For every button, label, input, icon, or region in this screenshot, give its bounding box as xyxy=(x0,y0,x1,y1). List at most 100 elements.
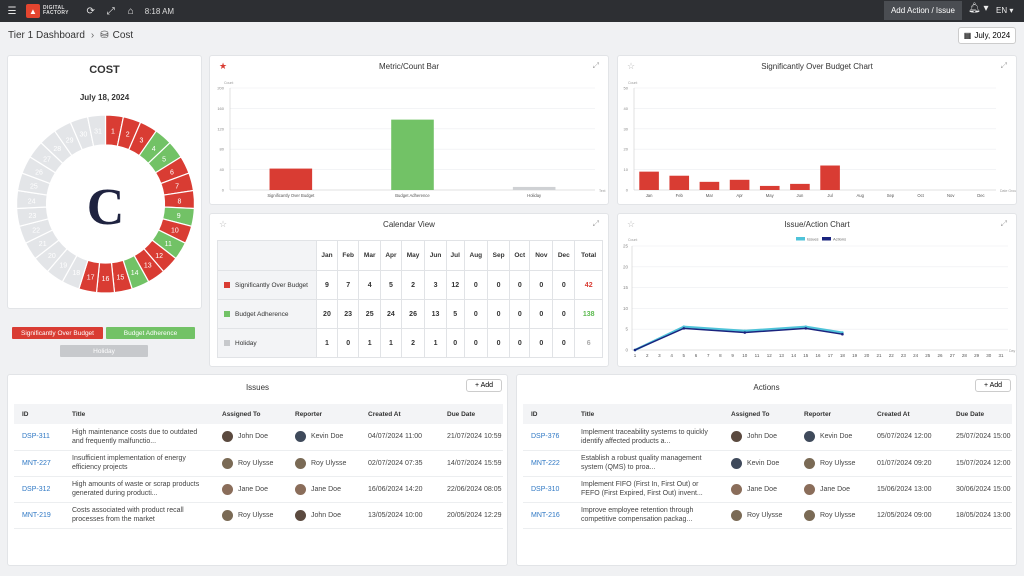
expand-icon[interactable]: ⤢ xyxy=(1000,219,1007,228)
calendar-cell[interactable]: 23 xyxy=(336,299,360,329)
calendar-cell[interactable]: 9 xyxy=(316,270,338,300)
series-line-issues[interactable] xyxy=(634,325,843,351)
star-icon[interactable]: ☆ xyxy=(627,219,636,229)
calendar-cell[interactable]: 0 xyxy=(529,328,554,358)
data-point[interactable] xyxy=(743,331,747,334)
month-picker-button[interactable]: ▦ July, 2024 xyxy=(958,27,1016,44)
logo[interactable]: ▲ DIGITAL FACTORY xyxy=(26,4,69,18)
star-icon[interactable]: ☆ xyxy=(627,61,636,71)
calendar-cell[interactable]: 0 xyxy=(529,270,554,300)
calendar-cell[interactable]: 2 xyxy=(400,270,426,300)
calendar-cell[interactable]: 0 xyxy=(509,270,531,300)
column-header[interactable]: Created At xyxy=(869,404,948,424)
row-id-link[interactable]: DSP-311 xyxy=(14,424,64,451)
calendar-cell[interactable]: 7 xyxy=(336,270,360,300)
column-header[interactable]: ID xyxy=(523,404,573,424)
data-point[interactable] xyxy=(633,348,637,352)
calendar-cell[interactable]: 0 xyxy=(487,299,511,329)
column-header[interactable]: Assigned To xyxy=(723,404,796,424)
table-row[interactable]: DSP-312 High amounts of waste or scrap pr… xyxy=(14,476,503,503)
row-id-link[interactable]: MNT-219 xyxy=(14,502,64,529)
table-row[interactable]: MNT-222 Establish a robust quality manage… xyxy=(523,450,1012,477)
calendar-cell[interactable]: 5 xyxy=(379,270,402,300)
expand-icon[interactable]: ⤢ xyxy=(592,219,599,228)
row-id-link[interactable]: MNT-227 xyxy=(14,450,64,477)
row-id-link[interactable]: DSP-376 xyxy=(523,424,573,451)
add-issue-button[interactable]: + Add xyxy=(466,379,502,392)
row-id-link[interactable]: MNT-216 xyxy=(523,502,573,529)
bar[interactable] xyxy=(669,175,690,190)
bar[interactable] xyxy=(699,181,720,190)
calendar-cell[interactable]: 0 xyxy=(463,270,489,300)
expand-icon[interactable]: ⤢ xyxy=(592,61,599,70)
calendar-cell[interactable]: 26 xyxy=(400,299,426,329)
star-icon[interactable]: ☆ xyxy=(219,219,228,229)
home-icon[interactable]: ⌂ xyxy=(127,5,134,17)
column-header[interactable]: Due Date xyxy=(948,404,1012,424)
calendar-cell[interactable]: 0 xyxy=(509,328,531,358)
column-header[interactable]: Title xyxy=(573,404,723,424)
column-header[interactable]: ID xyxy=(14,404,64,424)
calendar-cell[interactable]: 1 xyxy=(424,328,447,358)
star-icon[interactable]: ★ xyxy=(219,61,228,71)
fullscreen-icon[interactable]: ⤢ xyxy=(106,5,115,17)
table-row[interactable]: DSP-311 High maintenance costs due to out… xyxy=(14,424,503,451)
expand-icon[interactable]: ⤢ xyxy=(1000,61,1007,70)
calendar-cell[interactable]: 0 xyxy=(445,328,465,358)
column-header[interactable]: Reporter xyxy=(796,404,869,424)
calendar-cell[interactable]: 0 xyxy=(552,270,576,300)
calendar-cell[interactable]: 0 xyxy=(552,328,576,358)
calendar-cell[interactable]: 13 xyxy=(424,299,447,329)
column-header[interactable]: Assigned To xyxy=(214,404,287,424)
calendar-cell[interactable]: 0 xyxy=(509,299,531,329)
column-header[interactable]: Title xyxy=(64,404,214,424)
table-row[interactable]: MNT-216 Improve employee retention throug… xyxy=(523,502,1012,529)
add-action-button[interactable]: + Add xyxy=(975,379,1011,392)
calendar-cell[interactable]: 2 xyxy=(400,328,426,358)
calendar-cell[interactable]: 0 xyxy=(463,328,489,358)
bar[interactable] xyxy=(790,183,810,190)
bell-notification-icon[interactable]: 🔔︎ ▾ xyxy=(968,3,989,14)
column-header[interactable]: Due Date xyxy=(439,404,503,424)
bar[interactable] xyxy=(512,186,556,190)
column-header[interactable]: Created At xyxy=(360,404,439,424)
bar[interactable] xyxy=(820,165,840,190)
calendar-cell[interactable]: 0 xyxy=(463,299,489,329)
refresh-icon[interactable]: ⟳ xyxy=(86,5,95,17)
row-id-link[interactable]: DSP-310 xyxy=(523,476,573,503)
calendar-cell[interactable]: 1 xyxy=(379,328,402,358)
bar[interactable] xyxy=(269,168,313,190)
table-row[interactable]: MNT-227 Insufficient implementation of en… xyxy=(14,450,503,477)
data-point[interactable] xyxy=(804,327,808,330)
calendar-cell[interactable]: 1 xyxy=(358,328,381,358)
row-id-link[interactable]: MNT-222 xyxy=(523,450,573,477)
calendar-cell[interactable]: 20 xyxy=(316,299,338,329)
calendar-cell[interactable]: 12 xyxy=(445,270,465,300)
series-line-actions[interactable] xyxy=(634,327,843,351)
breadcrumb-parent[interactable]: Tier 1 Dashboard xyxy=(8,30,85,41)
data-point[interactable] xyxy=(841,332,844,336)
language-selector[interactable]: EN ▾ xyxy=(996,6,1014,15)
data-point[interactable] xyxy=(682,327,686,330)
column-header[interactable]: Reporter xyxy=(287,404,360,424)
calendar-cell[interactable]: 0 xyxy=(487,328,511,358)
bar[interactable] xyxy=(729,179,750,190)
calendar-cell[interactable]: 0 xyxy=(336,328,360,358)
calendar-cell[interactable]: 0 xyxy=(552,299,576,329)
calendar-cell[interactable]: 0 xyxy=(529,299,554,329)
table-row[interactable]: DSP-376 Implement traceability systems to… xyxy=(523,424,1012,451)
calendar-cell[interactable]: 25 xyxy=(358,299,381,329)
row-id-link[interactable]: DSP-312 xyxy=(14,476,64,503)
calendar-cell[interactable]: 24 xyxy=(379,299,402,329)
day-segment[interactable] xyxy=(86,114,107,147)
calendar-cell[interactable]: 3 xyxy=(424,270,447,300)
table-row[interactable]: DSP-310 Implement FIFO (First In, First O… xyxy=(523,476,1012,503)
calendar-cell[interactable]: 1 xyxy=(316,328,338,358)
bar[interactable] xyxy=(639,171,659,190)
add-action-issue-button[interactable]: Add Action / Issue xyxy=(884,1,962,20)
calendar-cell[interactable]: 5 xyxy=(445,299,465,329)
table-row[interactable]: MNT-219 Costs associated with product rec… xyxy=(14,502,503,529)
calendar-cell[interactable]: 0 xyxy=(487,270,511,300)
calendar-cell[interactable]: 4 xyxy=(358,270,381,300)
hamburger-menu-icon[interactable]: ☰ xyxy=(7,5,17,17)
